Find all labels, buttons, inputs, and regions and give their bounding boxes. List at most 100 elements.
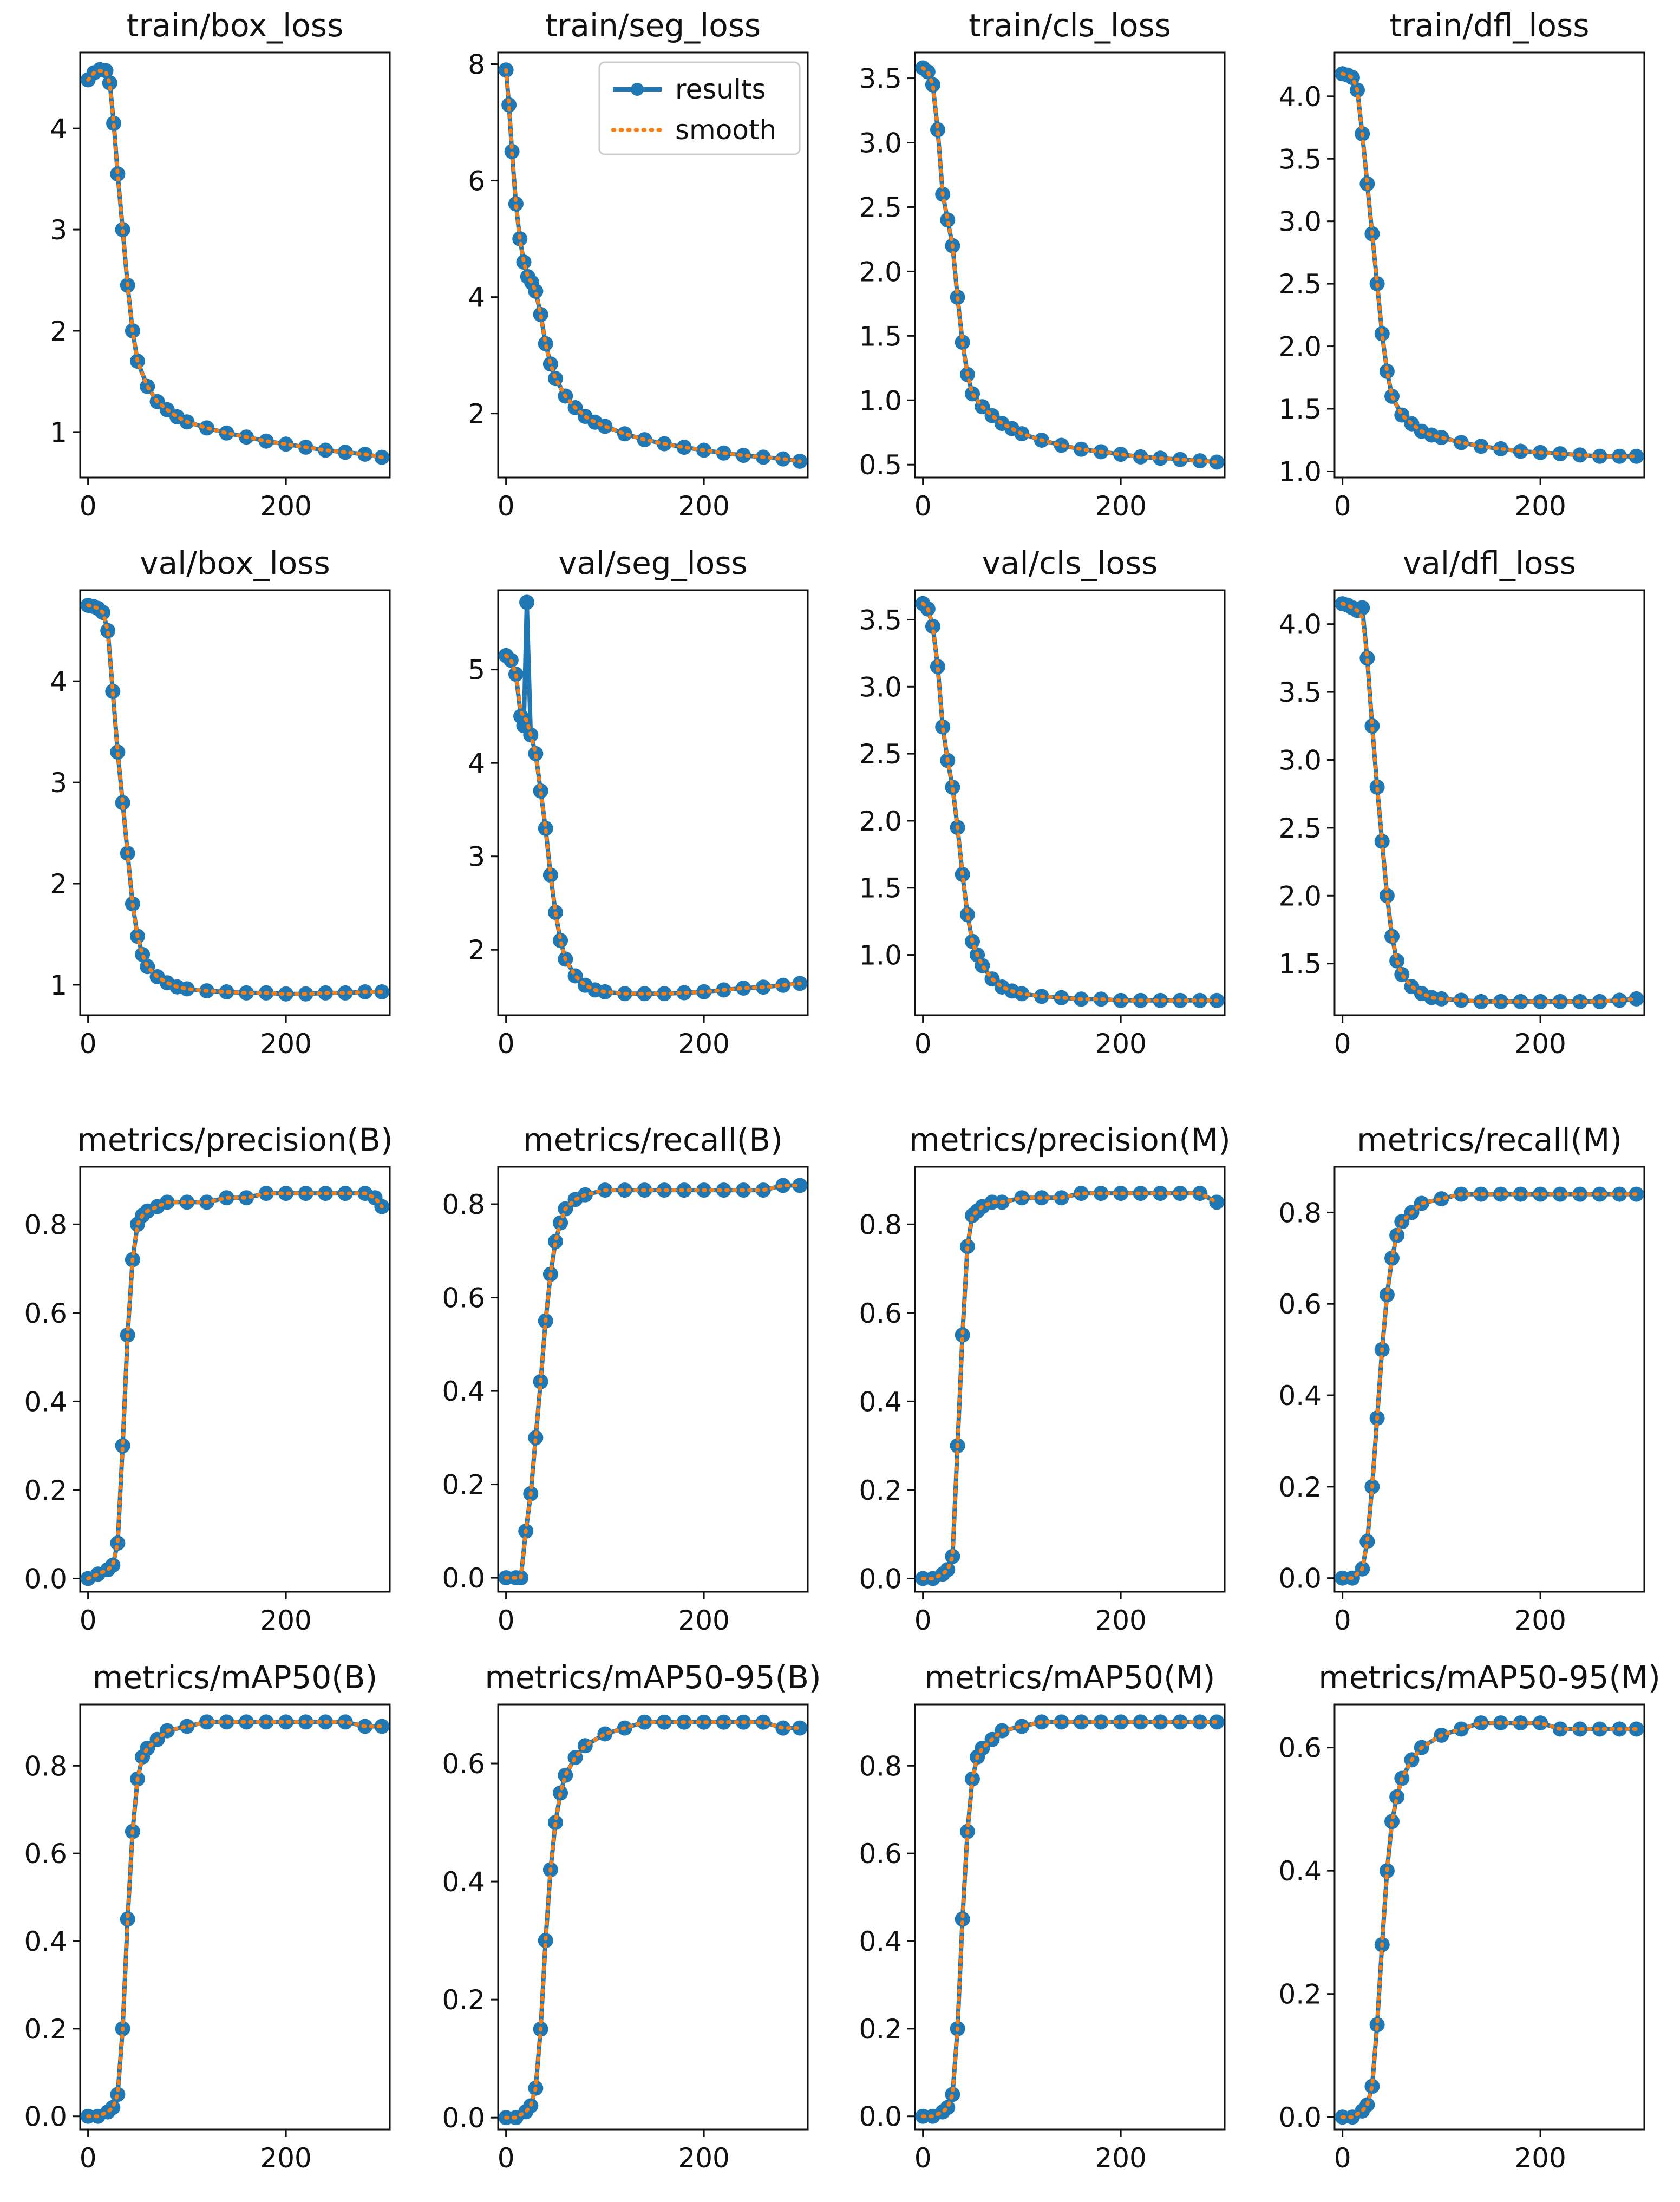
y-tick-label: 0.0 [859,1563,902,1595]
data-point-results [548,371,563,387]
y-tick-label: 3.5 [1278,677,1322,708]
y-tick-label: 4 [468,748,485,779]
y-tick-label: 0.4 [1278,1380,1322,1412]
data-point-results [105,2100,121,2115]
data-point-results [1359,176,1375,192]
chart-title-val-cls-loss: val/cls_loss [982,545,1158,581]
x-tick-label: 200 [678,491,729,522]
chart-panel: metrics/precision(B) 0 200 0.0 0.2 0.4 0.6 0.8 [24,1121,393,1636]
y-tick-label: 4.0 [1278,81,1322,113]
data-point-results [1209,1194,1225,1210]
series-line-results [1342,1721,1637,2120]
legend-label-smooth: smooth [675,114,776,146]
data-point-results [1434,1191,1449,1207]
chart-panel: metrics/mAP50(M) 0 200 0.0 0.2 0.4 0.6 0.8 [859,1659,1226,2174]
x-tick-label: 200 [678,2142,729,2174]
data-point-results [1153,992,1168,1008]
data-point-results [1592,1721,1607,1737]
x-tick-label: 200 [1095,1028,1146,1060]
y-tick-label: 5 [468,655,485,686]
chart-panel: val/seg_loss 0 200 2 3 4 5 [468,545,809,1060]
y-tick-label: 1.5 [859,873,902,904]
data-point-results [755,1714,771,1730]
data-point-results [935,719,951,735]
series-line-smooth [86,68,384,460]
y-tick-label: 0.0 [1278,1563,1322,1595]
y-tick-label: 0.4 [859,1926,902,1957]
series-line-results [86,67,383,460]
chart-title-metrics-precision-m: metrics/precision(M) [909,1121,1230,1158]
y-tick-label: 2.5 [1278,269,1322,300]
data-point-results [1629,448,1644,464]
data-point-results [1592,1186,1607,1202]
plot-frame [497,51,809,479]
y-tick-label: 0.4 [24,1926,67,1957]
y-tick-label: 2 [50,868,67,900]
chart-panel: train/dfl_loss 0 200 1.0 1.5 2.0 2.5 3.0 3.5 4.0 [1278,7,1645,522]
data-point-results [179,1719,195,1734]
data-point-results [736,981,751,996]
data-point-results [930,122,945,138]
legend-marker-results [631,83,644,96]
y-tick-label: 2.5 [859,739,902,770]
data-point-results [1533,1715,1548,1731]
data-point-results [508,196,524,212]
chart-title-train-dfl-loss: train/dfl_loss [1390,7,1590,44]
data-point-results [105,683,121,699]
chart-panel: metrics/mAP50(B) 0 200 0.0 0.2 0.4 0.6 0.8 [24,1659,391,2174]
data-point-results [278,1714,294,1730]
y-tick-label: 0.2 [442,1469,485,1501]
chart-panel: train/box_loss 0 200 1 2 3 4 [50,7,391,522]
data-point-results [617,1182,632,1198]
series-line-smooth [504,68,802,463]
plot-frame [914,589,1226,1016]
data-point-results [501,97,517,113]
y-tick-label: 3.5 [859,604,902,636]
data-point-results [135,946,151,962]
y-tick-label: 2.0 [859,806,902,837]
data-point-results [657,1714,672,1730]
plot-frame [914,51,1226,479]
data-point-results [278,1186,294,1201]
y-tick-label: 8 [468,49,485,81]
data-point-results [528,1430,544,1446]
data-point-results [1054,990,1069,1005]
x-tick-label: 0 [80,491,97,522]
x-tick-label: 200 [1514,2142,1566,2174]
y-tick-label: 0.8 [1278,1197,1322,1229]
data-point-results [792,1178,808,1193]
chart-panel: train/seg_loss 0 200 2 4 6 8 results smooth [468,7,809,522]
data-point-results [553,933,568,948]
y-tick-label: 0.6 [24,1298,67,1329]
y-tick-label: 2 [468,398,485,430]
y-tick-label: 0.8 [24,1750,67,1782]
y-tick-label: 2.0 [859,256,902,287]
plot-frame [1333,1703,1645,2131]
series-line-smooth [921,1191,1219,1580]
y-tick-label: 0.6 [859,1838,902,1870]
y-tick-label: 3.0 [1278,206,1322,238]
y-tick-label: 0.4 [442,1376,485,1407]
plot-frame [79,1166,391,1593]
x-tick-label: 0 [498,1605,515,1636]
x-tick-label: 200 [1514,1028,1566,1060]
data-point-results [1014,1190,1030,1206]
y-tick-label: 0.8 [24,1209,67,1240]
series-line-smooth [504,1720,802,2120]
y-tick-label: 1.5 [1278,949,1322,980]
y-tick-label: 0.6 [442,1283,485,1314]
y-tick-label: 0.2 [442,1984,485,2016]
chart-title-metrics-recall-m: metrics/recall(M) [1357,1121,1622,1158]
y-tick-label: 1 [50,970,67,1001]
series-line-smooth [504,654,802,996]
series-line-results [506,1720,800,2120]
x-tick-label: 200 [1514,1605,1566,1636]
plot-frame [497,1703,809,2131]
x-tick-label: 200 [1095,491,1146,522]
y-tick-label: 4 [50,666,67,697]
y-tick-label: 0.0 [1278,2102,1322,2133]
y-tick-label: 6 [468,166,485,197]
series-line-smooth [1341,1192,1638,1580]
chart-panel: val/dfl_loss 0 200 1.5 2.0 2.5 3.0 3.5 4.0 [1278,545,1645,1060]
